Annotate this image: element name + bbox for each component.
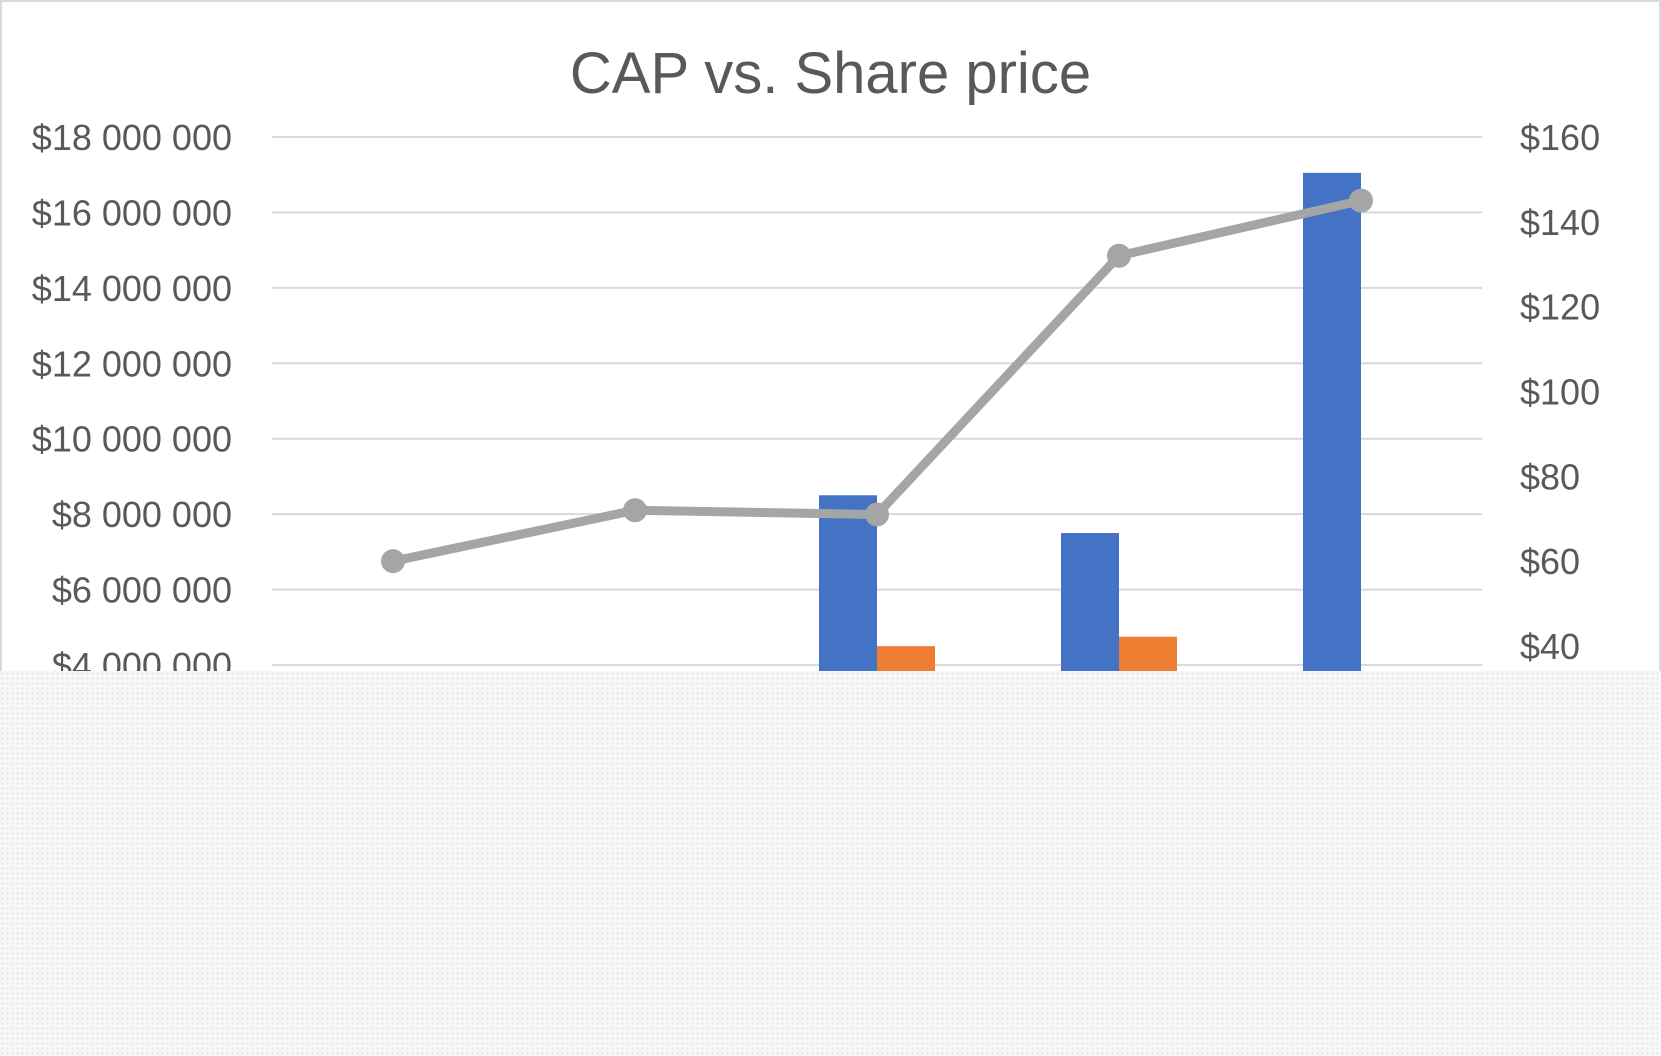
left-axis-tick-label: $6 000 000	[52, 570, 232, 611]
left-axis-tick-label: $18 000 000	[32, 117, 232, 158]
right-axis-tick-label: $40	[1520, 626, 1580, 667]
line-point	[1349, 188, 1373, 213]
right-axis-tick-label: $100	[1520, 372, 1600, 413]
right-axis-tick-label: $120	[1520, 287, 1600, 328]
left-axis-tick-label: $16 000 000	[32, 192, 232, 233]
bar-series-1	[1303, 172, 1361, 672]
left-axis-tick-label: $12 000 000	[32, 343, 232, 384]
line-point	[381, 549, 405, 574]
right-axis-tick-label: $140	[1520, 202, 1600, 243]
bar-series-2	[877, 646, 935, 671]
line-point	[1107, 243, 1131, 268]
right-axis-tick-label: $80	[1520, 456, 1580, 497]
left-axis-tick-label: $8 000 000	[52, 494, 232, 535]
bar-series-1	[819, 495, 877, 671]
line-point	[623, 498, 647, 523]
line-point	[865, 502, 889, 527]
right-axis-tick-label: $60	[1520, 541, 1580, 582]
bar-series-2	[1119, 636, 1177, 671]
chart-title: CAP vs. Share price	[569, 41, 1092, 106]
left-axis-tick-label: $14 000 000	[32, 268, 232, 309]
obscured-region	[0, 671, 1661, 1056]
right-axis-tick-label: $160	[1520, 117, 1600, 158]
bar-series-1	[1061, 533, 1119, 671]
left-axis-tick-label: $10 000 000	[32, 419, 232, 460]
